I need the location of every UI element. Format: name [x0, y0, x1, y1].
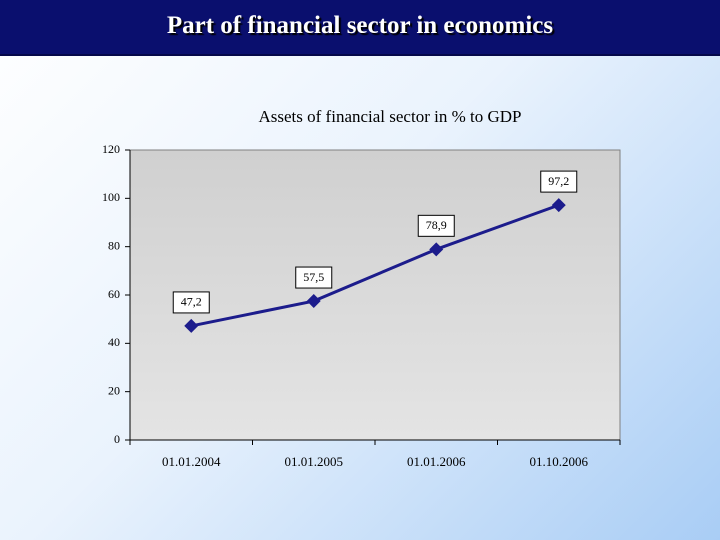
data-point — [551, 198, 566, 213]
data-point — [429, 242, 444, 257]
chart-title: Assets of financial sector in % to GDP — [259, 107, 522, 126]
y-tick-label: 0 — [114, 432, 120, 446]
data-label-box — [417, 214, 455, 237]
y-tick-label: 20 — [108, 383, 120, 397]
x-tick-label: 01.01.2005 — [285, 454, 344, 469]
y-tick-label: 80 — [108, 238, 120, 252]
data-label-box — [295, 266, 333, 289]
data-line — [190, 203, 560, 328]
data-label: 57,5 — [303, 270, 324, 284]
x-tick-label: 01.01.2006 — [407, 454, 466, 469]
y-tick-label: 60 — [108, 287, 120, 301]
plot-area — [129, 149, 621, 441]
data-label: 47,2 — [181, 295, 202, 309]
data-point — [306, 294, 321, 309]
y-tick-label: 40 — [108, 335, 120, 349]
data-label: 97,2 — [548, 174, 569, 188]
data-label: 78,9 — [426, 218, 447, 232]
slide-title: Part of financial sector in economics — [166, 12, 554, 39]
header-bar: Part of financial sector in economics — [0, 0, 720, 56]
y-tick-label: 120 — [102, 142, 120, 156]
x-tick-label: 01.10.2006 — [530, 454, 589, 469]
data-label-box — [172, 291, 210, 314]
y-tick-label: 100 — [102, 190, 120, 204]
x-tick-label: 01.01.2004 — [162, 454, 221, 469]
data-point — [184, 318, 199, 333]
data-label-box — [540, 170, 578, 193]
